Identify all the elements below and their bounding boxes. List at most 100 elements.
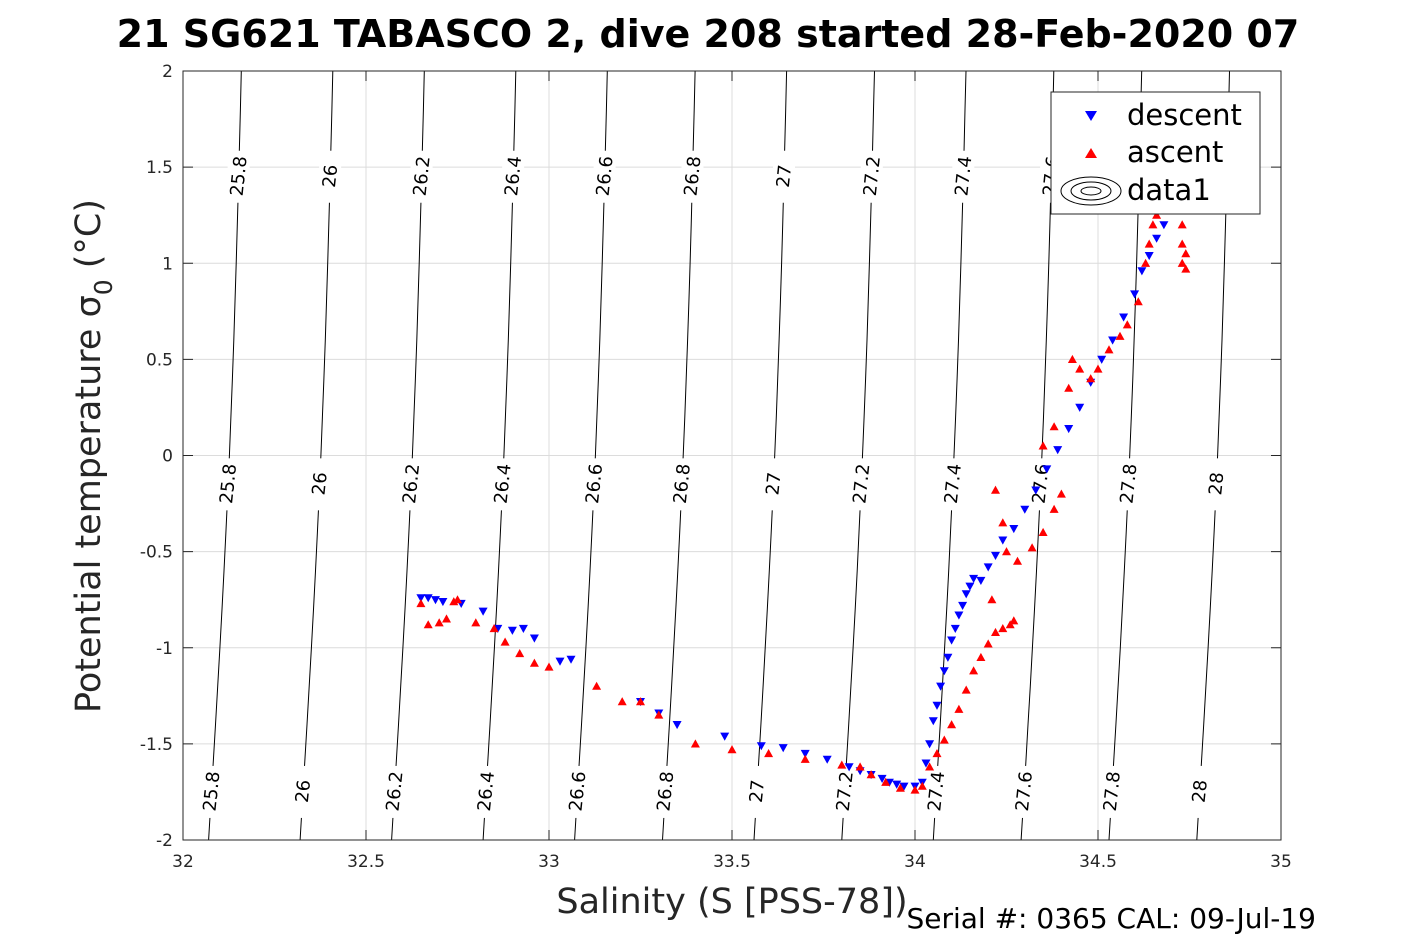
y-tick-label: -2 bbox=[156, 831, 173, 851]
contour-label-bg bbox=[745, 765, 768, 818]
ascent-point bbox=[1086, 374, 1096, 383]
contour-label-27: 27 bbox=[746, 779, 769, 804]
contour-label-bg bbox=[1205, 458, 1228, 511]
ascent-point bbox=[866, 770, 876, 779]
ascent-point bbox=[1013, 556, 1022, 565]
x-tick-label: 33 bbox=[538, 852, 560, 872]
x-tick-label: 34 bbox=[904, 852, 926, 872]
legend-marker-descent bbox=[1085, 111, 1097, 121]
ascent-point bbox=[1115, 331, 1125, 340]
ascent-point bbox=[1064, 383, 1074, 392]
x-tick-label: 34.5 bbox=[1079, 852, 1117, 872]
contour-label-bg bbox=[762, 458, 785, 511]
y-tick-label: 2 bbox=[162, 62, 173, 82]
contour-label-bg bbox=[227, 150, 250, 203]
descent-point bbox=[939, 667, 949, 676]
ascent-point bbox=[983, 639, 993, 648]
descent-point bbox=[672, 721, 682, 730]
ascent-point bbox=[1027, 543, 1037, 552]
descent-point bbox=[423, 594, 433, 603]
descent-point bbox=[1159, 221, 1169, 230]
contour-label-bg bbox=[1117, 458, 1140, 511]
descent-point bbox=[1119, 313, 1129, 322]
descent-point bbox=[936, 682, 946, 691]
ascent-point bbox=[544, 662, 554, 671]
descent-point bbox=[954, 611, 964, 620]
ascent-point bbox=[1067, 354, 1077, 363]
descent-point bbox=[943, 653, 953, 662]
contour-label-bg bbox=[308, 458, 331, 511]
ascent-point bbox=[1104, 345, 1114, 354]
contour-label-bg bbox=[772, 150, 795, 203]
contour-label-bg bbox=[681, 150, 704, 203]
contour-label-26.2: 26.2 bbox=[399, 463, 424, 505]
legend-marker-ascent bbox=[1085, 148, 1097, 158]
descent-point bbox=[756, 742, 766, 751]
contour-label-27: 27 bbox=[762, 471, 785, 496]
descent-point bbox=[1130, 290, 1140, 299]
ascent-point bbox=[727, 745, 737, 754]
contour-label-25.8: 25.8 bbox=[227, 155, 252, 197]
ascent-point bbox=[654, 710, 664, 719]
ascent-point bbox=[855, 762, 865, 771]
contour-label-bg bbox=[1100, 765, 1123, 818]
descent-point bbox=[969, 574, 979, 583]
contour-label-bg bbox=[925, 765, 948, 818]
ascent-point bbox=[1152, 210, 1162, 219]
descent-point bbox=[1053, 446, 1063, 455]
x-axis-ticks: 32 32.5 33 33.5 34 34.5 35 bbox=[172, 71, 1292, 872]
ascent-point bbox=[617, 697, 627, 706]
contour-label-27.2: 27.2 bbox=[833, 770, 858, 812]
ascent-point bbox=[947, 720, 957, 729]
contour-label-27.6: 27.6 bbox=[1029, 463, 1054, 505]
ascent-point bbox=[1144, 239, 1154, 248]
y-tick-label: 1.5 bbox=[146, 158, 173, 178]
legend-label-descent: descent bbox=[1127, 98, 1242, 132]
contour-label-bg bbox=[475, 765, 498, 818]
ascent-point bbox=[764, 749, 774, 758]
contour-label-bg bbox=[833, 765, 856, 818]
legend-marker-data1 bbox=[1060, 176, 1122, 206]
descent-point bbox=[928, 717, 938, 726]
descent-point bbox=[961, 590, 971, 599]
ascent-point bbox=[1133, 297, 1143, 306]
contour-label-25.8: 25.8 bbox=[216, 463, 241, 505]
ascent-point bbox=[1177, 258, 1187, 267]
x-tick-label: 32.5 bbox=[347, 852, 385, 872]
contour-label-26: 26 bbox=[319, 164, 342, 189]
ascent-point bbox=[837, 760, 847, 769]
chart-title: 21 SG621 TABASCO 2, dive 208 started 28-… bbox=[117, 12, 1300, 56]
contour-label-bg bbox=[491, 458, 514, 511]
contour-label-bg bbox=[1013, 765, 1036, 818]
descent-point bbox=[416, 594, 426, 603]
ascent-point bbox=[1122, 320, 1132, 329]
ascent-point bbox=[895, 783, 905, 792]
contour-label-26.4: 26.4 bbox=[491, 463, 516, 505]
contour-label-bg bbox=[941, 458, 964, 511]
contour-label-25.8: 25.8 bbox=[199, 770, 224, 812]
descent-point bbox=[932, 701, 942, 710]
contour-label-26: 26 bbox=[308, 471, 331, 496]
ascent-point bbox=[500, 637, 510, 646]
descent-point bbox=[438, 598, 448, 607]
descent-point bbox=[844, 763, 854, 772]
contour-label-bg bbox=[217, 458, 240, 511]
ascent-point bbox=[592, 681, 602, 690]
descent-point bbox=[998, 536, 1008, 545]
descent-point bbox=[983, 563, 993, 572]
ascent-point bbox=[442, 614, 451, 623]
descent-point bbox=[976, 576, 986, 585]
grid bbox=[183, 71, 1281, 840]
x-tick-label: 33.5 bbox=[713, 852, 751, 872]
descent-point bbox=[555, 657, 565, 666]
y-tick-label: -0.5 bbox=[140, 543, 173, 563]
ascent-point bbox=[1002, 547, 1011, 556]
ascent-point bbox=[1056, 489, 1066, 498]
descent-point bbox=[965, 582, 975, 591]
ascent-point bbox=[881, 777, 891, 786]
legend-contour-ring-outer bbox=[1060, 176, 1122, 206]
contour-label-26.4: 26.4 bbox=[501, 155, 526, 197]
x-tick-label: 32 bbox=[172, 852, 194, 872]
descent-point bbox=[1020, 505, 1030, 514]
